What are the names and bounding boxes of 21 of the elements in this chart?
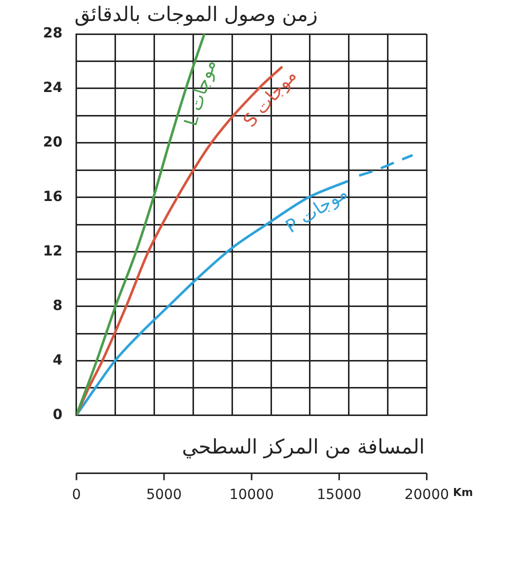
y-tick-label: 16 [42,189,62,206]
x-axis-title: المسافة من المركز السطحي [182,434,425,458]
x-tick-label: 20000 [404,487,450,504]
x-tick-label: 15000 [316,487,362,504]
x-tick-label: 0 [72,487,81,504]
y-axis-title: زمن وصول الموجات بالدقائق [74,2,318,26]
text: موجات P [282,182,352,238]
text: موجات L [180,57,220,129]
x-tick-label: 10000 [229,487,274,504]
y-tick-label: 4 [52,352,63,368]
y-tick-label: 0 [52,406,63,423]
y-tick-label: 28 [42,26,62,42]
line-series [358,154,414,177]
y-tick-label: 12 [42,243,62,260]
y-tick-label: 8 [52,298,62,314]
text: Km [453,486,473,500]
text: موجات S [239,65,301,132]
y-tick-label: 24 [42,80,63,96]
line-series [76,180,350,416]
y-tick-label: 20 [42,134,63,151]
x-tick-label: 5000 [146,487,182,504]
